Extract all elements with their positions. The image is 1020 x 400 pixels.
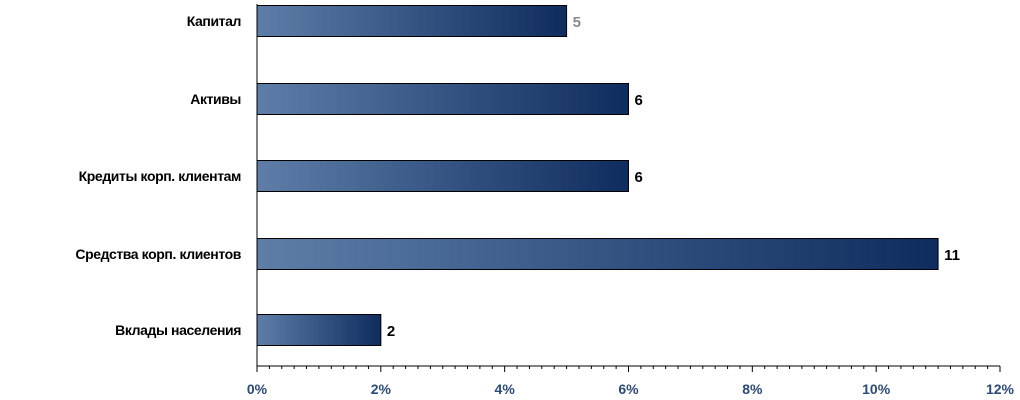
x-tick-label: 6% [618,381,639,397]
bar-3 [256,160,629,192]
value-label: 6 [635,169,643,186]
bar-5 [256,314,382,346]
category-label: Вклады населения [115,322,241,338]
x-tick-label: 2% [371,381,392,397]
category-label: Капитал [187,13,241,29]
x-tick-label: 0% [247,381,268,397]
x-tick-label: 12% [986,381,1015,397]
x-tick-label: 4% [495,381,516,397]
value-label: 2 [387,323,395,340]
value-label: 6 [635,92,643,109]
category-labels: Капитал Активы Кредиты корп. клиентам Средс… [75,13,242,338]
x-tick-label: 10% [862,381,891,397]
x-axis: 0% 2% 4% 6% 8% 10% 12% [247,4,1015,397]
category-label: Кредиты корп. клиентам [79,168,241,184]
category-label: Средства корп. клиентов [75,246,241,262]
x-tick-label: 8% [742,381,763,397]
bar-2 [256,83,629,115]
bar-1 [256,5,568,37]
category-label: Активы [190,91,241,107]
bars-layer [256,5,939,346]
value-label: 11 [944,247,960,264]
bar-4 [256,238,939,270]
value-label: 5 [573,14,581,31]
value-labels: 5 6 6 11 2 [387,14,960,340]
